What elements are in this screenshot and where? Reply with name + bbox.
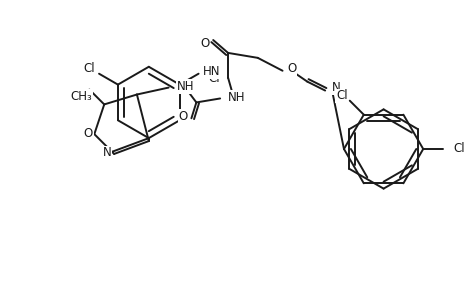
Text: HN: HN bbox=[203, 65, 220, 78]
Text: O: O bbox=[287, 62, 297, 75]
Text: NH: NH bbox=[228, 91, 246, 104]
Text: N: N bbox=[103, 146, 112, 159]
Text: O: O bbox=[84, 127, 93, 140]
Text: Cl: Cl bbox=[209, 72, 220, 85]
Text: Cl: Cl bbox=[453, 143, 465, 156]
Text: Cl: Cl bbox=[83, 62, 95, 75]
Text: O: O bbox=[201, 37, 210, 50]
Text: N: N bbox=[332, 81, 341, 94]
Text: Cl: Cl bbox=[336, 89, 348, 102]
Text: CH₃: CH₃ bbox=[70, 90, 92, 103]
Text: O: O bbox=[179, 110, 188, 123]
Text: NH: NH bbox=[176, 80, 194, 93]
